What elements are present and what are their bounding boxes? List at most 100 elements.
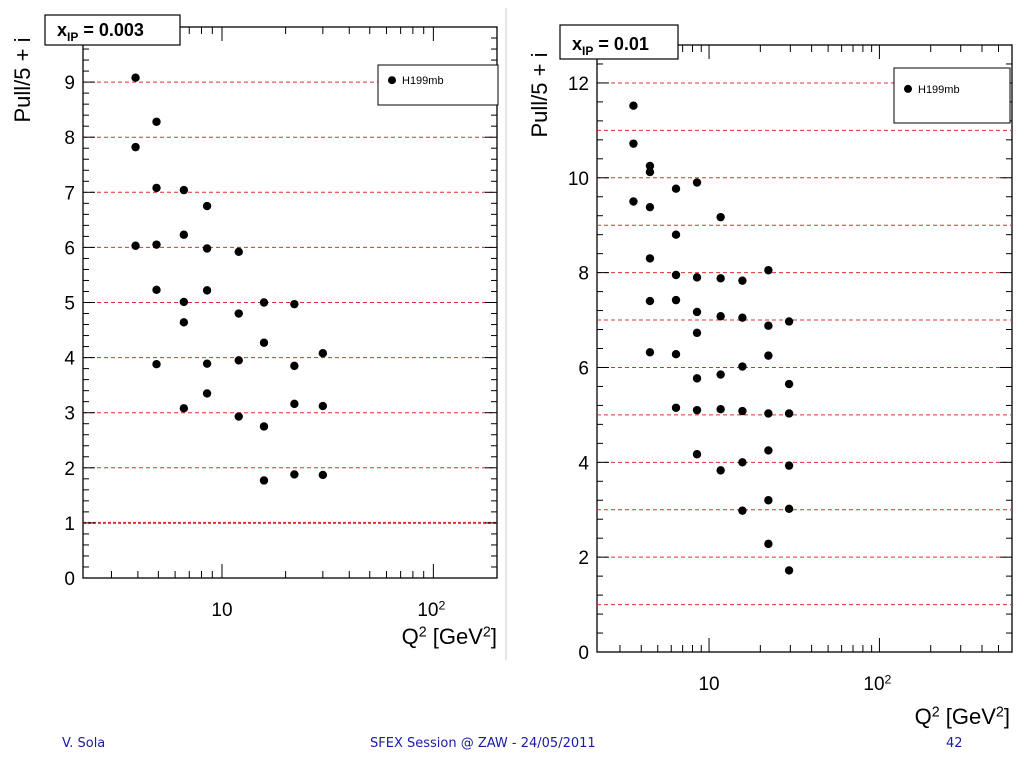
data-point <box>629 197 638 206</box>
chart-title: xIP = 0.003 <box>57 20 144 44</box>
data-point <box>671 349 681 359</box>
legend-box <box>893 67 1011 124</box>
y-tick-label: 8 <box>578 264 589 285</box>
data-point <box>234 309 243 318</box>
y-tick-label: 0 <box>64 569 75 590</box>
data-point <box>738 362 747 371</box>
data-point <box>645 348 655 357</box>
x-axis-label: Q2 [GeV2] <box>402 624 497 649</box>
footer-page: 42 <box>946 736 963 751</box>
data-point <box>259 298 269 307</box>
data-point <box>259 422 269 431</box>
data-point <box>764 496 773 505</box>
data-point <box>764 321 773 330</box>
data-point <box>290 299 299 309</box>
data-point <box>692 307 702 317</box>
data-point <box>692 374 702 383</box>
data-point <box>179 318 189 327</box>
data-point <box>131 142 140 152</box>
data-point <box>784 317 794 326</box>
data-point <box>629 101 638 110</box>
data-point <box>152 360 161 369</box>
data-point <box>259 338 269 347</box>
legend-label: H199mb <box>918 84 960 96</box>
data-point <box>784 409 794 418</box>
y-tick-label: 9 <box>64 73 75 94</box>
data-point <box>738 458 747 467</box>
footer-author: V. Sola <box>62 736 106 751</box>
data-point <box>179 185 189 195</box>
data-point <box>716 466 725 475</box>
data-point <box>716 274 725 283</box>
data-point <box>764 539 773 549</box>
y-tick-label: 4 <box>578 453 589 474</box>
plot-frame <box>596 44 1013 653</box>
data-point <box>738 313 747 322</box>
data-point <box>131 241 140 250</box>
data-point <box>131 73 140 82</box>
title-box <box>559 24 679 60</box>
y-tick-label: 10 <box>568 169 589 190</box>
y-tick-label: 2 <box>64 459 75 480</box>
footer-session: SFEX Session @ ZAW - 24/05/2011 <box>370 736 596 751</box>
data-point <box>716 405 725 414</box>
data-point <box>764 409 773 418</box>
data-point <box>716 370 725 379</box>
chart-panel-1: 0 1 2 3 4 5 6 7 8 9 10 102 Q2 [GeV2] Pull/5 + i xIP = … <box>10 14 499 649</box>
y-tick-label: 4 <box>64 349 75 370</box>
y-tick-label: 7 <box>64 183 75 204</box>
data-point <box>645 161 655 171</box>
data-point <box>716 312 725 321</box>
data-point <box>764 351 773 360</box>
chart-panel-2: 0 2 4 6 8 10 12 10 102 Q2 [GeV2] Pull/5 + i xIP = 0… <box>527 24 1013 729</box>
y-axis-label: Pull/5 + i <box>10 38 35 123</box>
data-point <box>318 348 328 358</box>
data-point <box>784 379 794 389</box>
data-point <box>234 356 243 365</box>
legend-box <box>377 64 499 106</box>
data-point <box>645 296 655 306</box>
x-tick-label: 102 <box>863 672 891 695</box>
data-point <box>671 230 681 239</box>
data-point <box>152 285 161 295</box>
data-point <box>738 406 747 416</box>
data-point <box>716 212 725 222</box>
data-point <box>179 297 189 307</box>
data-point <box>784 504 794 513</box>
data-point <box>318 401 328 411</box>
y-tick-label: 1 <box>64 514 75 535</box>
data-point <box>692 450 702 459</box>
y-tick-label: 5 <box>64 294 75 315</box>
data-point <box>738 276 747 285</box>
data-point <box>645 202 655 212</box>
x-tick-label: 102 <box>417 598 445 621</box>
y-axis-label: Pull/5 + i <box>527 53 552 138</box>
y-tick-label: 3 <box>64 404 75 425</box>
data-point <box>671 295 681 305</box>
legend-label: H199mb <box>402 75 444 87</box>
data-point <box>671 403 681 412</box>
data-point <box>318 470 328 480</box>
data-point <box>692 328 702 338</box>
x-tick-label: 10 <box>698 674 719 695</box>
title-box <box>44 14 181 46</box>
data-point <box>629 139 638 148</box>
data-point <box>152 183 161 193</box>
data-point <box>234 412 243 421</box>
data-point <box>179 404 189 413</box>
data-point <box>179 230 189 239</box>
data-point <box>692 178 702 187</box>
data-point <box>764 446 773 455</box>
data-point <box>259 476 269 485</box>
chart-title: xIP = 0.01 <box>572 34 649 58</box>
data-point <box>784 566 794 575</box>
y-tick-label: 12 <box>568 74 589 95</box>
data-point <box>202 286 212 295</box>
data-point <box>738 506 747 515</box>
data-point <box>290 361 299 371</box>
y-tick-label: 6 <box>64 238 75 259</box>
data-point <box>202 359 212 368</box>
data-point <box>671 270 681 280</box>
data-point <box>152 240 161 249</box>
